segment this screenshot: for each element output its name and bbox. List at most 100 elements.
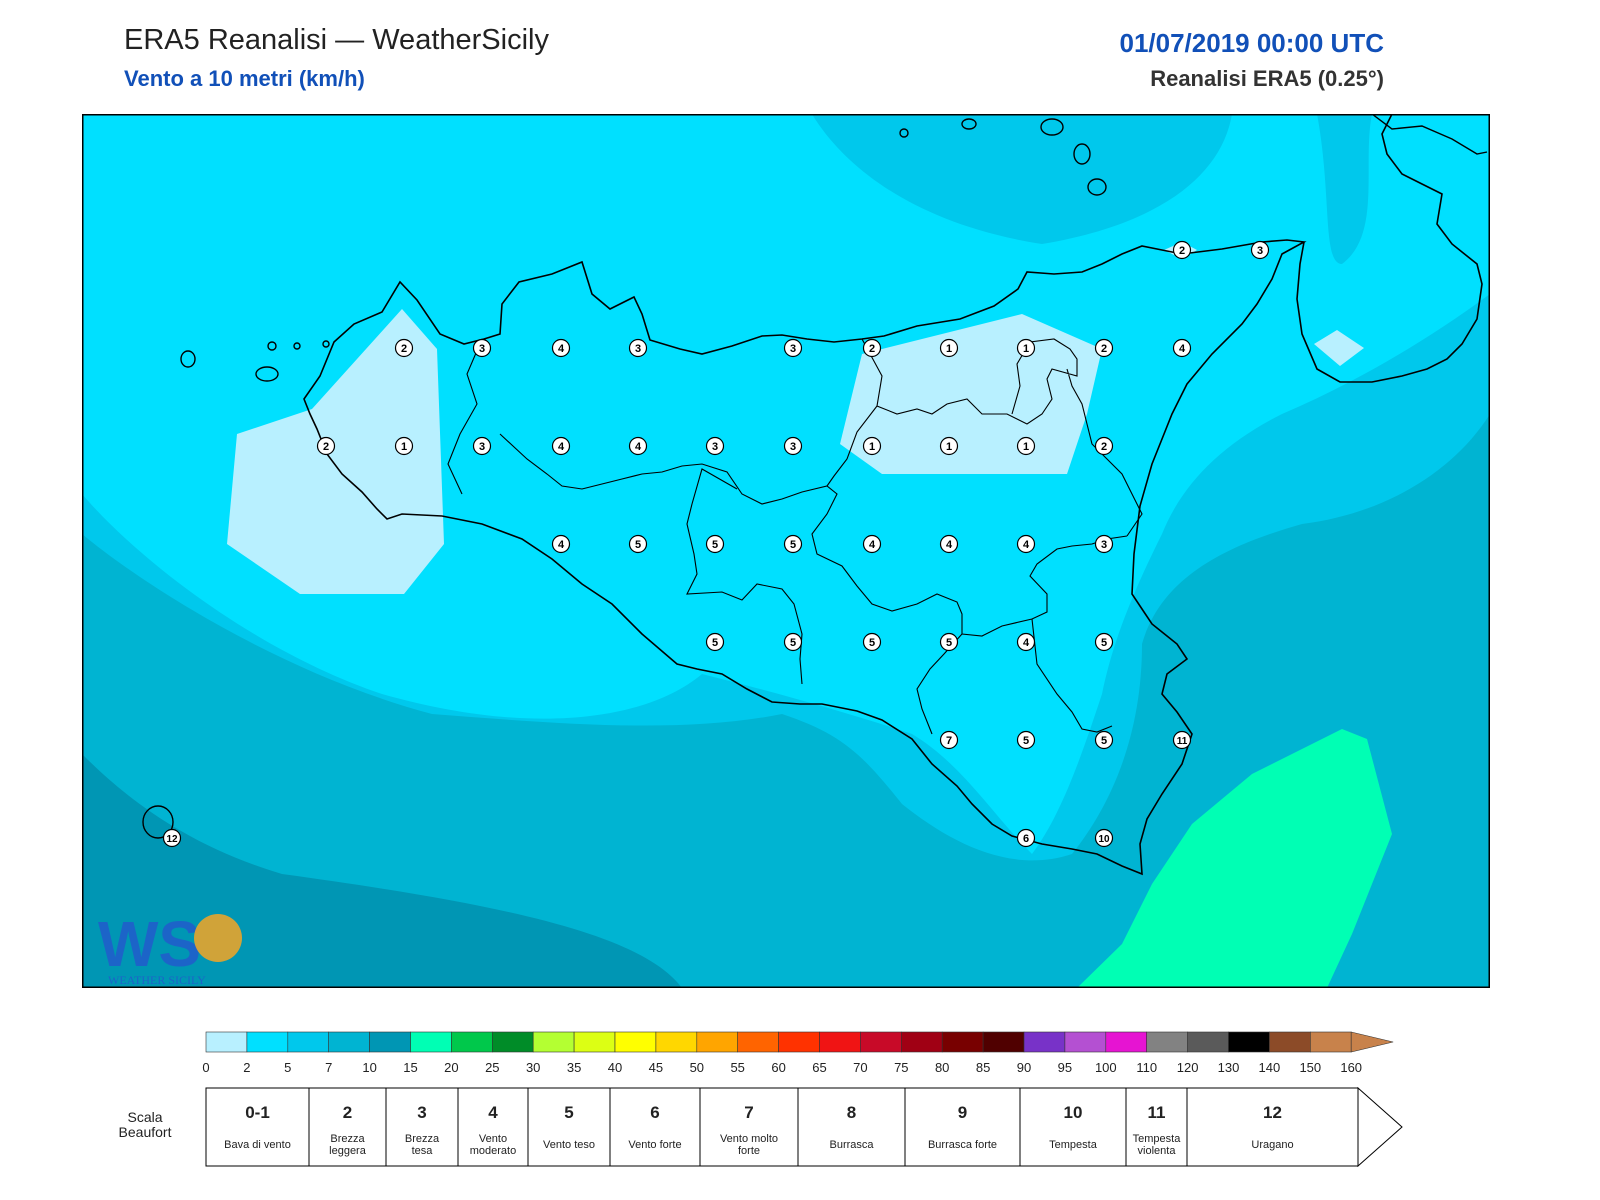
wind-map: 2 3 4 3 3 2 1 1 2 42 32 1 3 4 4 3 3 1 1 1 24 5 5 5 4 4 4 35 5 5 5 4 57 5 5… bbox=[82, 114, 1490, 988]
wind-station: 11 bbox=[1172, 730, 1192, 750]
wind-station: 4 bbox=[551, 436, 571, 456]
beaufort-class-box bbox=[527, 1087, 611, 1167]
station-beaufort-value: 4 bbox=[1023, 637, 1030, 649]
wind-station: 4 bbox=[862, 534, 882, 554]
colorbar-tick-label: 75 bbox=[894, 1060, 908, 1075]
colorbar-tick-label: 2 bbox=[243, 1060, 250, 1075]
beaufort-class: 4 Vento moderato bbox=[457, 1087, 529, 1167]
colorbar-swatch bbox=[287, 1031, 329, 1053]
colorbar-tick-label: 95 bbox=[1058, 1060, 1072, 1075]
colorbar-swatch bbox=[328, 1031, 370, 1053]
colorbar-tick-label: 15 bbox=[403, 1060, 417, 1075]
wind-station: 1 bbox=[939, 338, 959, 358]
station-beaufort-value: 3 bbox=[479, 343, 485, 355]
beaufort-class-name: Tempesta violenta bbox=[1133, 1133, 1182, 1157]
colorbar-tick-label: 55 bbox=[730, 1060, 744, 1075]
field-calm-west bbox=[227, 309, 444, 594]
colorbar-swatch bbox=[696, 1031, 738, 1053]
wind-station: 4 bbox=[1016, 632, 1036, 652]
beaufort-class-name: Vento forte bbox=[628, 1139, 681, 1151]
colorbar-tick-label: 7 bbox=[325, 1060, 332, 1075]
station-circle bbox=[628, 338, 648, 358]
colorbar-swatch bbox=[246, 1031, 289, 1053]
coastline-calabria bbox=[1296, 114, 1483, 383]
station-circle bbox=[939, 338, 959, 358]
wind-station: 3 bbox=[1250, 240, 1270, 260]
map-subtitle: Vento a 10 metri (km/h) bbox=[124, 66, 365, 91]
wind-station: 1 bbox=[939, 436, 959, 456]
beaufort-scale-label: Scala Beaufort bbox=[118, 1109, 172, 1140]
station-circle bbox=[1016, 534, 1036, 554]
colorbar-swatch bbox=[1269, 1031, 1311, 1053]
coastline-calabria-top bbox=[1371, 114, 1488, 155]
station-beaufort-value: 3 bbox=[1257, 245, 1263, 257]
colorbar-swatch bbox=[900, 1031, 943, 1053]
station-circle bbox=[705, 534, 725, 554]
beaufort-class-number: 6 bbox=[650, 1103, 659, 1122]
station-beaufort-value: 1 bbox=[946, 343, 952, 355]
beaufort-class-box bbox=[457, 1087, 529, 1167]
colorbar-tick-label: 85 bbox=[976, 1060, 990, 1075]
map-frame bbox=[82, 114, 1490, 988]
beaufort-class: 5 Vento teso bbox=[527, 1087, 611, 1167]
beaufort-class-number: 5 bbox=[564, 1103, 573, 1122]
station-beaufort-value: 1 bbox=[1023, 441, 1029, 453]
station-circle bbox=[551, 436, 571, 456]
wind-station: 1 bbox=[862, 436, 882, 456]
beaufort-class: 3 Brezza tesa bbox=[385, 1087, 459, 1167]
station-circle bbox=[1172, 240, 1192, 260]
station-circle bbox=[783, 338, 803, 358]
station-circle bbox=[1016, 730, 1036, 750]
colorbar-swatch bbox=[491, 1031, 534, 1053]
wind-station: 4 bbox=[1172, 338, 1192, 358]
colorbar-tick-label: 60 bbox=[771, 1060, 785, 1075]
beaufort-class-box bbox=[308, 1087, 387, 1167]
station-beaufort-value: 5 bbox=[635, 539, 641, 551]
wind-station: 4 bbox=[551, 338, 571, 358]
wind-station: 1 bbox=[1016, 338, 1036, 358]
colorbar-swatch bbox=[532, 1031, 575, 1053]
station-circle bbox=[1094, 338, 1114, 358]
colorbar-tick-label: 40 bbox=[608, 1060, 622, 1075]
beaufort-class: 7 Vento molto forte bbox=[699, 1087, 799, 1167]
map-datetime: 01/07/2019 00:00 UTC bbox=[1119, 28, 1384, 58]
station-circle bbox=[939, 534, 959, 554]
beaufort-class-box bbox=[609, 1087, 701, 1167]
beaufort-class: 9 Burrasca forte bbox=[904, 1087, 1021, 1167]
station-circle bbox=[551, 534, 571, 554]
station-beaufort-value: 3 bbox=[1101, 539, 1107, 551]
wind-station: 2 bbox=[1094, 436, 1114, 456]
station-beaufort-value: 6 bbox=[1023, 833, 1029, 845]
station-beaufort-value: 4 bbox=[558, 343, 565, 355]
beaufort-class-name: Brezza tesa bbox=[405, 1133, 440, 1157]
colorbar-tick-label: 80 bbox=[935, 1060, 949, 1075]
beaufort-arrow bbox=[1357, 1086, 1403, 1168]
colorbar-tick-label: 0 bbox=[202, 1060, 209, 1075]
beaufort-classes: 0-1 Bava di vento 2 Brezza leggera 3 Brezza tes… bbox=[205, 1086, 1403, 1168]
beaufort-class-name: Vento moderato bbox=[470, 1133, 516, 1157]
logo-w-letter: WS bbox=[98, 908, 201, 980]
station-circle bbox=[1016, 436, 1036, 456]
station-beaufort-value: 3 bbox=[712, 441, 718, 453]
beaufort-class-box bbox=[385, 1087, 459, 1167]
sun-icon bbox=[194, 914, 242, 962]
colorbar-tick-label: 35 bbox=[567, 1060, 581, 1075]
map-title: ERA5 Reanalisi — WeatherSicily bbox=[124, 24, 549, 56]
beaufort-class-number: 12 bbox=[1263, 1103, 1282, 1122]
colorbar-tick-label: 65 bbox=[812, 1060, 826, 1075]
colorbar-swatch bbox=[369, 1031, 411, 1053]
wind-station: 2 bbox=[394, 338, 414, 358]
wind-station: 3 bbox=[472, 436, 492, 456]
colorbar-tick-label: 30 bbox=[526, 1060, 540, 1075]
wind-station: 1 bbox=[394, 436, 414, 456]
wind-station: 5 bbox=[939, 632, 959, 652]
colorbar-tick-label: 110 bbox=[1136, 1060, 1157, 1075]
colorbar-swatch bbox=[1105, 1031, 1148, 1053]
beaufort-class-box bbox=[904, 1087, 1021, 1167]
station-circle bbox=[628, 534, 648, 554]
station-beaufort-value: 5 bbox=[946, 637, 952, 649]
beaufort-class-number: 3 bbox=[417, 1103, 426, 1122]
wind-station: 5 bbox=[783, 632, 803, 652]
station-beaufort-value: 5 bbox=[1101, 637, 1107, 649]
colorbar-swatch bbox=[1228, 1031, 1270, 1053]
